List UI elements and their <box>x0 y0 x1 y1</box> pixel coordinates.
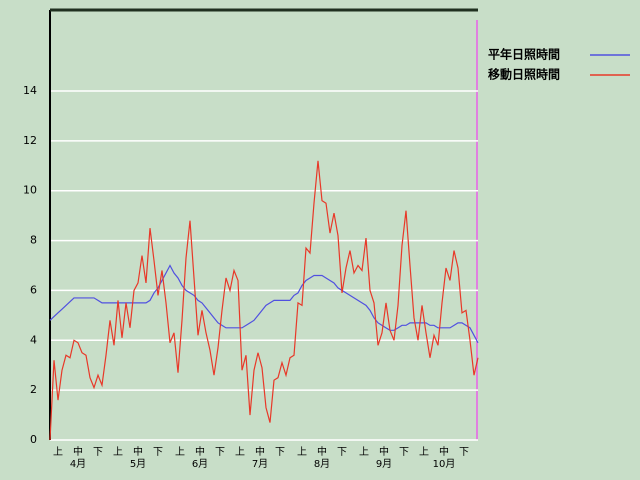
legend-label: 移動日照時間 <box>488 67 560 82</box>
x-tick-label: 下 <box>459 447 469 458</box>
x-tick-label: 上 <box>297 446 307 458</box>
x-tick-label: 下 <box>399 447 409 458</box>
x-tick-label: 中 <box>317 445 327 458</box>
x-tick-label: 上 <box>359 446 369 458</box>
series-line <box>49 160 479 441</box>
x-tick-label: 中 <box>255 445 265 458</box>
x-tick-label: 下 <box>275 447 285 458</box>
x-tick-label: 下 <box>153 447 163 458</box>
series-line <box>49 264 479 344</box>
x-tick-label: 下 <box>337 447 347 458</box>
x-tick-label: 上 <box>419 446 429 458</box>
month-label: 4月 <box>70 458 86 470</box>
x-tick-label: 上 <box>175 446 185 458</box>
plot-layer: 02468101214上中下上中下上中下上中下上中下上中下上中下4月 5月 6月 7月… <box>23 8 630 470</box>
x-tick-label: 中 <box>439 445 449 458</box>
y-tick-label: 4 <box>30 333 37 346</box>
month-label: 10月 <box>433 458 456 470</box>
x-tick-label: 下 <box>93 447 103 458</box>
y-tick-label: 0 <box>30 433 37 446</box>
y-tick-label: 6 <box>30 283 37 296</box>
y-tick-label: 10 <box>23 184 37 197</box>
y-tick-label: 8 <box>30 234 37 247</box>
y-tick-label: 14 <box>23 84 37 97</box>
month-label: 5月 <box>130 458 146 470</box>
y-tick-label: 12 <box>23 134 37 147</box>
month-label: 8月 <box>314 458 330 470</box>
month-label: 6月 <box>192 458 208 470</box>
x-tick-label: 上 <box>235 446 245 458</box>
x-tick-label: 下 <box>215 447 225 458</box>
x-tick-label: 上 <box>113 446 123 458</box>
x-tick-label: 中 <box>195 445 205 458</box>
x-tick-label: 上 <box>53 446 63 458</box>
x-tick-label: 中 <box>73 445 83 458</box>
month-label: 9月 <box>376 458 392 470</box>
x-tick-label: 中 <box>133 445 143 458</box>
x-tick-label: 中 <box>379 445 389 458</box>
legend-label: 平年日照時間 <box>488 47 560 62</box>
month-label: 7月 <box>252 458 268 470</box>
y-tick-label: 2 <box>30 383 37 396</box>
